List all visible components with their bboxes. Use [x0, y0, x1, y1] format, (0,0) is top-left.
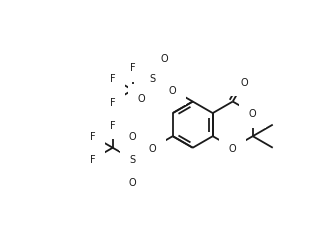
Text: O: O [149, 143, 156, 153]
Text: F: F [90, 132, 95, 142]
Text: F: F [130, 63, 135, 73]
Text: F: F [110, 120, 115, 130]
Text: O: O [129, 132, 136, 142]
Text: O: O [240, 77, 248, 87]
Text: F: F [110, 74, 115, 84]
Text: O: O [160, 54, 168, 64]
Text: O: O [249, 109, 256, 119]
Text: O: O [229, 143, 236, 153]
Text: O: O [137, 94, 145, 104]
Text: F: F [110, 97, 115, 107]
Text: S: S [150, 74, 156, 84]
Text: O: O [129, 178, 136, 188]
Text: S: S [130, 155, 136, 164]
Text: F: F [90, 155, 95, 164]
Text: O: O [169, 86, 176, 96]
